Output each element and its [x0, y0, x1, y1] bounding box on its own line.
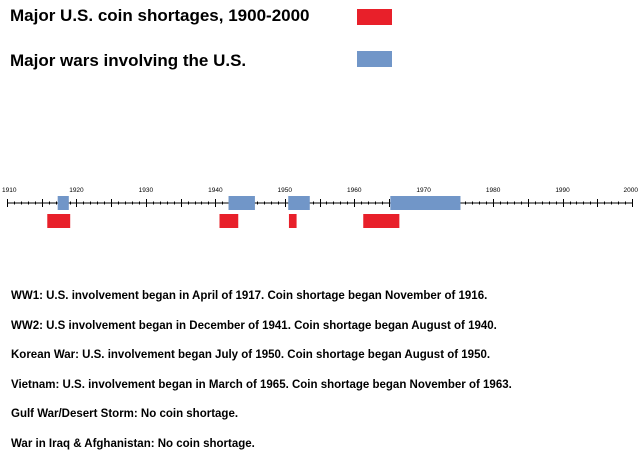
notes-list: WW1: U.S. involvement began in April of …	[11, 289, 636, 466]
legend-label-wars: Major wars involving the U.S.	[10, 51, 247, 70]
tick-label: 2000	[624, 187, 639, 194]
tick-label: 1990	[555, 187, 570, 194]
legend-item-shortages: Major U.S. coin shortages, 1900-2000	[10, 6, 310, 26]
tick-label: 1910	[2, 187, 17, 194]
legend-label-shortages: Major U.S. coin shortages, 1900-2000	[10, 6, 310, 25]
note-ww1: WW1: U.S. involvement began in April of …	[11, 290, 488, 302]
tick-label: 1940	[208, 187, 223, 194]
tick-label: 1960	[347, 187, 362, 194]
note-vietnam: Vietnam: U.S. involvement began in March…	[11, 378, 512, 391]
timeline-chart: 1910 1920 1930 1940 1950 1960 1970 1980 1990 2000	[2, 187, 638, 228]
war-bar	[390, 196, 461, 210]
note-korean-war: Korean War: U.S. involvement began July …	[11, 349, 491, 361]
war-bar	[57, 196, 69, 210]
shortage-bar	[219, 214, 239, 228]
shortage-bar	[47, 214, 71, 228]
legend-swatch-shortages	[357, 9, 392, 25]
tick-label: 1930	[139, 187, 154, 194]
note-ww2: WW2: U.S involvement began in December o…	[11, 319, 497, 332]
tick-label: 1970	[416, 187, 431, 194]
tick-label: 1980	[486, 187, 501, 194]
legend-item-wars: Major wars involving the U.S.	[10, 51, 246, 71]
note-iraq-afghanistan: War in Iraq & Afghanistan: No coin short…	[11, 437, 255, 450]
tick-label: 1920	[69, 187, 84, 194]
note-gulf-war: Gulf War/Desert Storm: No coin shortage.	[11, 408, 239, 420]
shortage-bar	[363, 214, 400, 228]
tick-label: 1950	[278, 187, 293, 194]
shortage-bar	[288, 214, 297, 228]
war-bar	[288, 196, 310, 210]
timeline-ticks: 1910 1920 1930 1940 1950 1960 1970 1980 1990 2000	[2, 187, 638, 207]
war-bar	[228, 196, 255, 210]
timeline-bars	[47, 196, 461, 228]
legend-swatch-wars	[357, 51, 392, 67]
